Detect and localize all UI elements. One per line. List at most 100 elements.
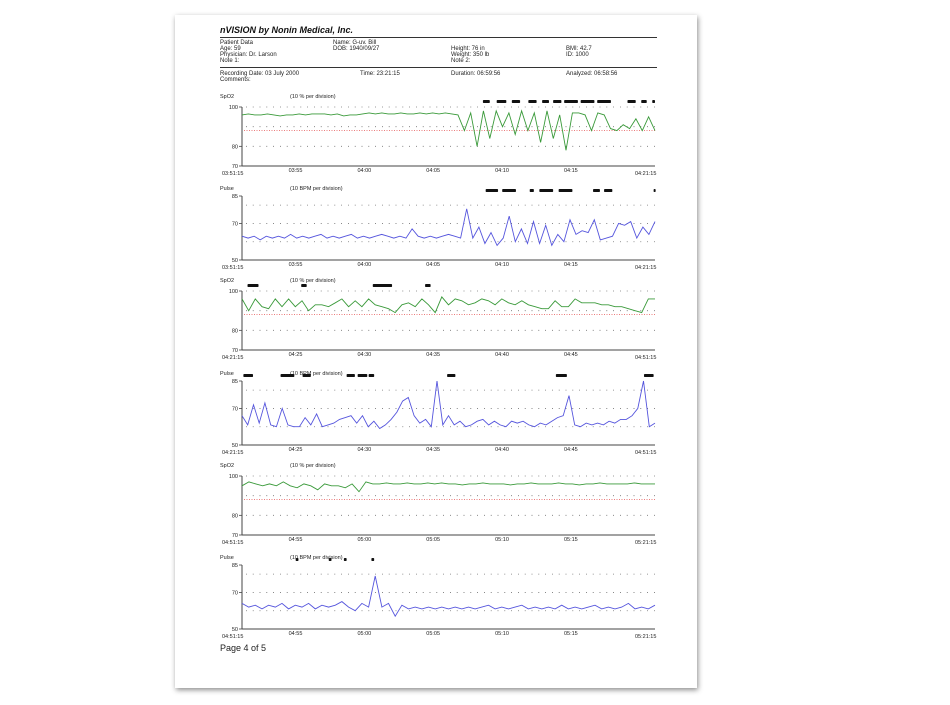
x-tick-label: 04:45: [564, 352, 578, 358]
event-marker: [243, 374, 254, 377]
y-tick-label: 85: [232, 379, 238, 385]
x-tick-label: 04:21:15: [222, 355, 243, 361]
analyzed-duration: Analyzed: 06:58:56: [566, 71, 618, 77]
event-marker: [528, 100, 537, 103]
y-tick-label: 80: [232, 144, 238, 150]
y-tick-label: 80: [232, 328, 238, 334]
event-marker: [555, 374, 567, 377]
info-divider: [220, 67, 657, 68]
x-tick-label: 04:21:15: [635, 171, 656, 177]
x-tick-label: 04:35: [426, 352, 440, 358]
x-tick-label: 04:51:15: [222, 634, 243, 640]
x-tick-label: 05:05: [426, 631, 440, 637]
chart-label: Pulse: [220, 555, 234, 561]
pulse-trace: [241, 380, 656, 430]
pulse-chart: Pulse (10 BPM per division) 85 70 5004:21:15…: [220, 371, 656, 456]
x-tick-label: 04:55: [289, 537, 303, 543]
x-tick-label: 04:30: [357, 352, 371, 358]
event-marker: [496, 100, 507, 103]
note-2: Note 2:: [451, 58, 471, 64]
event-marker: [627, 100, 636, 103]
patient-name: Name: G-uv. Bill: [333, 40, 377, 46]
x-tick-label: 04:51:15: [222, 540, 243, 546]
x-tick-label: 03:55: [289, 262, 303, 268]
y-tick-label: 50: [232, 627, 238, 633]
event-marker: [652, 100, 655, 103]
recording-duration: Duration: 06:59:56: [451, 71, 501, 77]
chart-division-label: (10 % per division): [290, 94, 336, 100]
event-marker: [511, 100, 521, 103]
x-tick-label: 05:05: [426, 537, 440, 543]
x-tick-label: 04:25: [289, 352, 303, 358]
event-marker: [593, 189, 600, 192]
x-tick-label: 04:35: [426, 447, 440, 453]
event-marker: [346, 374, 355, 377]
event-marker: [343, 558, 347, 561]
event-marker: [301, 284, 307, 287]
x-tick-label: 04:00: [357, 168, 371, 174]
event-marker: [447, 374, 456, 377]
physician: Physician: Dr. Larson: [220, 52, 277, 58]
report-title: nVISION by Nonin Medical, Inc.: [220, 25, 354, 35]
x-tick-label: 05:10: [495, 537, 509, 543]
y-tick-label: 70: [232, 164, 238, 170]
event-marker: [643, 374, 654, 377]
x-tick-label: 04:15: [564, 262, 578, 268]
x-tick-label: 03:51:15: [222, 171, 243, 177]
patient-id: ID: 1000: [566, 52, 589, 58]
page-number: Page 4 of 5: [220, 643, 267, 653]
event-marker: [482, 100, 490, 103]
spo2-trace: [241, 296, 655, 314]
x-tick-label: 04:40: [495, 447, 509, 453]
x-tick-label: 05:00: [357, 537, 371, 543]
event-marker: [371, 558, 375, 561]
patient-data-label: Patient Data: [220, 40, 254, 46]
comments-label: Comments:: [220, 77, 251, 83]
x-tick-label: 04:51:15: [635, 450, 656, 456]
x-tick-label: 04:40: [495, 352, 509, 358]
event-marker: [328, 558, 332, 561]
event-marker: [372, 284, 393, 287]
spo2-trace: [241, 109, 656, 151]
x-tick-label: 05:10: [495, 631, 509, 637]
x-tick-label: 05:00: [357, 631, 371, 637]
x-tick-label: 04:15: [564, 168, 578, 174]
chart-division-label: (10 BPM per division): [290, 371, 343, 377]
x-tick-label: 05:15: [564, 537, 578, 543]
event-marker: [604, 189, 613, 192]
x-tick-label: 03:51:15: [222, 265, 243, 271]
pulse-trace: [241, 575, 656, 618]
y-tick-label: 85: [232, 563, 238, 569]
y-tick-label: 50: [232, 443, 238, 449]
y-tick-label: 70: [232, 221, 238, 227]
spo2-trace: [241, 481, 655, 493]
event-marker: [641, 100, 647, 103]
event-marker: [368, 374, 375, 377]
patient-weight: Weight: 350 lb: [451, 52, 490, 58]
event-marker: [485, 189, 499, 192]
x-tick-label: 05:21:15: [635, 634, 656, 640]
event-marker: [247, 284, 259, 287]
y-tick-label: 85: [232, 194, 238, 200]
chart-label: Pulse: [220, 371, 234, 377]
event-marker: [564, 100, 578, 103]
x-tick-label: 04:10: [495, 168, 509, 174]
y-tick-label: 70: [232, 406, 238, 412]
pulse-chart: Pulse (10 BPM per division) 85 70 5003:51:15…: [220, 186, 656, 271]
chart-division-label: (10 BPM per division): [290, 186, 343, 192]
x-tick-label: 04:05: [426, 168, 440, 174]
header-divider: [220, 37, 657, 38]
y-tick-label: 70: [232, 533, 238, 539]
recording-time: Time: 23:21:15: [360, 71, 400, 77]
event-marker: [280, 374, 295, 377]
chart-division-label: (10 % per division): [290, 278, 336, 284]
y-tick-label: 100: [229, 105, 238, 111]
recording-date: Recording Date: 03 July 2000: [220, 71, 300, 77]
chart-label: SpO2: [220, 278, 234, 284]
x-tick-label: 04:05: [426, 262, 440, 268]
x-tick-label: 04:21:15: [222, 450, 243, 456]
x-tick-label: 04:00: [357, 262, 371, 268]
